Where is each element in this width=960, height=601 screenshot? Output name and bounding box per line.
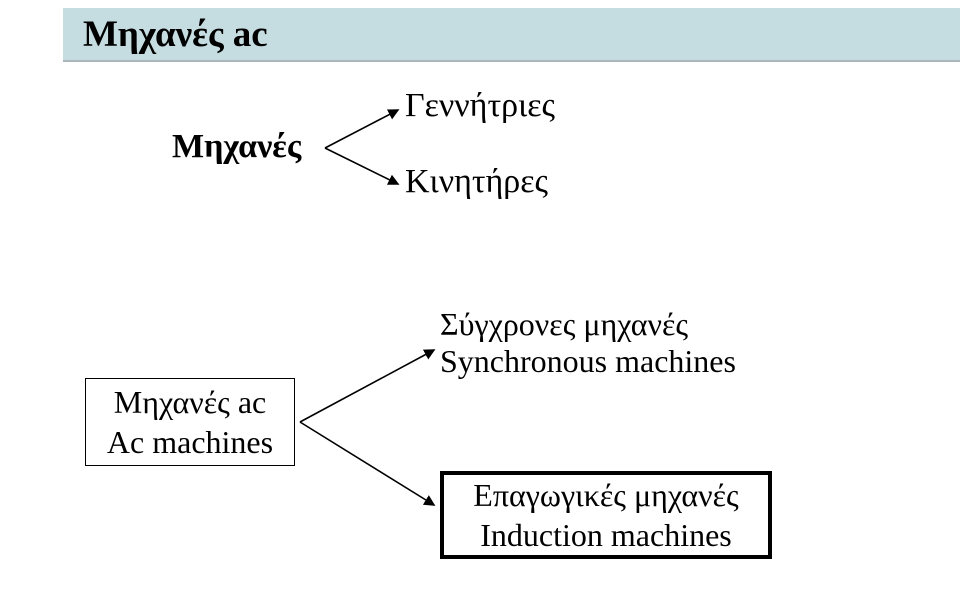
node-machines_root: Μηχανές [172,128,301,166]
node-motors: Κινητήρες [405,163,548,201]
arrow-3 [300,422,434,505]
node-ac_machines_box: Μηχανές acAc machines [85,378,295,466]
node-ac_machines_box-line2: Ac machines [107,422,273,462]
node-induction_box-line1: Επαγωγικές μηχανές [473,475,738,515]
node-generators: Γεννήτριες [405,87,555,125]
arrow-0 [325,110,398,148]
title-bar: Μηχανές ac [63,8,960,62]
arrow-2 [300,350,434,422]
arrow-1 [325,148,398,184]
node-induction_box-line2: Induction machines [480,515,731,555]
node-synchronous-line1: Σύγχρονες μηχανές [440,306,736,343]
node-synchronous: Σύγχρονες μηχανέςSynchronous machines [440,306,736,380]
node-induction_box: Επαγωγικές μηχανέςInduction machines [440,471,772,559]
node-ac_machines_box-line1: Μηχανές ac [114,382,266,422]
page-title: Μηχανές ac [83,13,268,56]
node-synchronous-line2: Synchronous machines [440,343,736,380]
